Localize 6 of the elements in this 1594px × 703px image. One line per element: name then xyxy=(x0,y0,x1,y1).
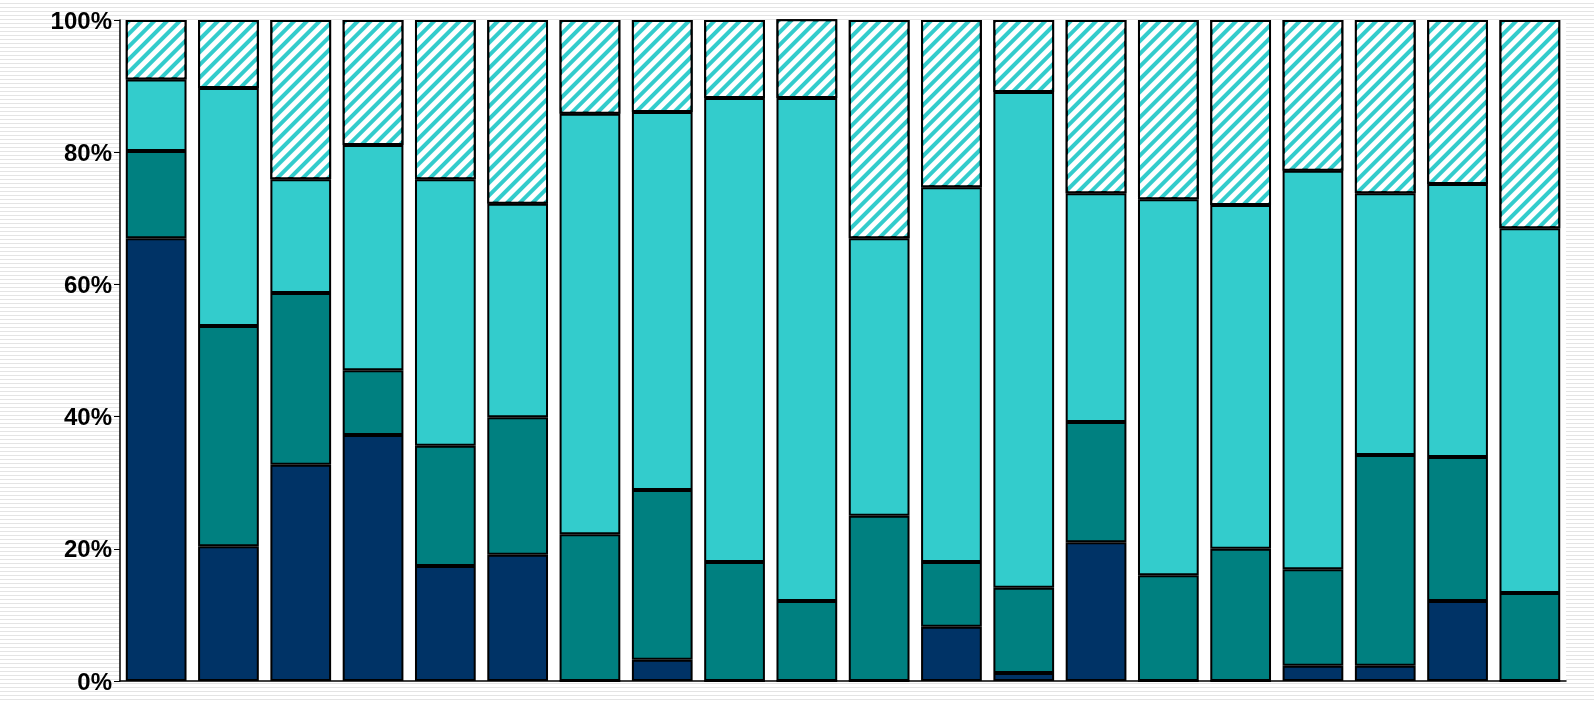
y-tick-label: 80% xyxy=(63,138,112,166)
y-tick-label: 20% xyxy=(63,535,112,563)
y-tick-label: 40% xyxy=(63,403,112,431)
y-tick-label: 0% xyxy=(77,667,112,695)
y-tick-label: 60% xyxy=(63,270,112,298)
y-tick-label: 100% xyxy=(50,6,112,34)
